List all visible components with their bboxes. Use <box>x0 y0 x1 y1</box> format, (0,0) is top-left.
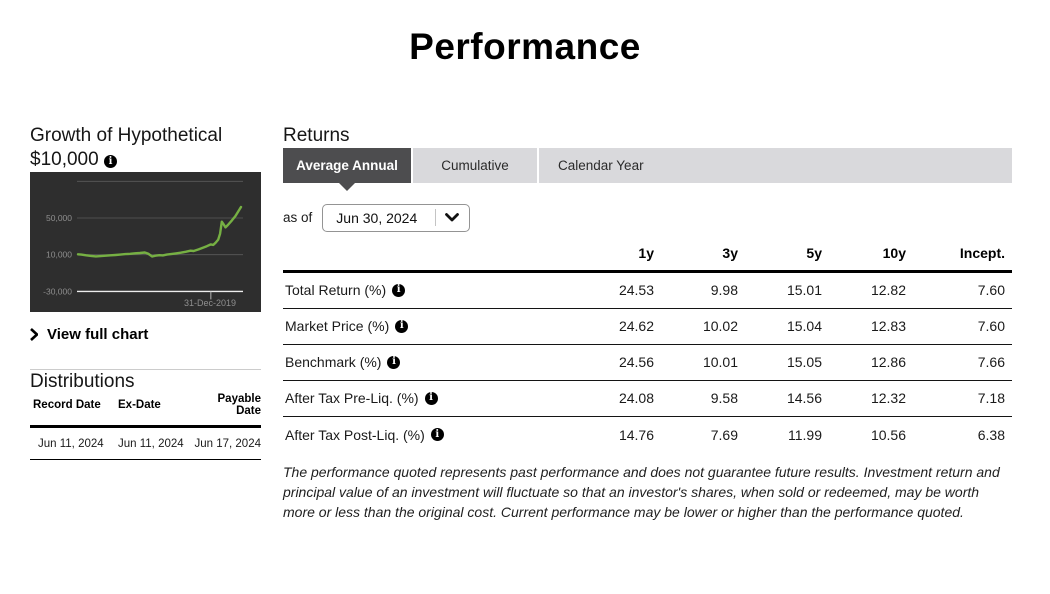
returns-section: Returns Average Annual Cumulative Calendar… <box>283 124 1012 523</box>
return-value-cell: 7.60 <box>977 318 1005 335</box>
return-value-cell: 24.62 <box>618 318 654 335</box>
return-value-cell: 15.04 <box>786 318 822 335</box>
as-of-date-value: Jun 30, 2024 <box>336 209 418 226</box>
returns-table-header: 1y 3y 5y 10y Incept. <box>283 245 1012 273</box>
return-value-cell: 12.83 <box>870 318 906 335</box>
return-row-total-return: Total Return (%) i 24.53 9.98 15.01 12.82 7.60 <box>283 273 1012 309</box>
row-label: After Tax Pre-Liq. (%) i <box>283 390 570 406</box>
dist-column-header-record-date: Record Date <box>30 393 118 429</box>
return-value-cell: 14.76 <box>618 426 654 443</box>
chevron-right-icon <box>30 327 38 341</box>
dist-column-header-payable-date: Payable Date <box>194 393 261 429</box>
section-divider <box>30 368 261 370</box>
return-value-cell: 10.02 <box>702 318 738 335</box>
info-icon[interactable]: i <box>103 155 117 169</box>
distribution-cell: Jun 11, 2024 <box>30 426 118 461</box>
main-content: Growth of Hypothetical $10,000 i 50,000 1… <box>0 124 1050 523</box>
svg-text:50,000: 50,000 <box>46 213 72 223</box>
return-value-cell: 9.98 <box>710 282 738 299</box>
return-value-cell: 7.60 <box>977 282 1005 299</box>
return-value-cell: 7.69 <box>710 426 738 443</box>
tab-average-annual[interactable]: Average Annual <box>283 147 411 191</box>
performance-disclaimer: The performance quoted represents past p… <box>283 463 1000 521</box>
tab-bar-filler <box>669 147 1012 183</box>
return-value-cell: 12.86 <box>870 354 906 371</box>
return-value-cell: 9.58 <box>710 390 738 407</box>
return-value-cell: 24.53 <box>618 282 654 299</box>
column-header-10y: 10y <box>882 244 906 261</box>
svg-text:31-Dec-2019: 31-Dec-2019 <box>184 298 236 308</box>
return-row-market-price: Market Price (%) i 24.62 10.02 15.04 12.83 7.6… <box>283 309 1012 345</box>
as-of-row: as of Jun 30, 2024 <box>283 203 1012 232</box>
svg-text:-30,000: -30,000 <box>43 286 72 296</box>
return-row-after-tax-post-liq: After Tax Post-Liq. (%) i 14.76 7.69 11.99 10… <box>283 417 1012 453</box>
as-of-label: as of <box>283 210 313 226</box>
return-value-cell: 7.66 <box>977 354 1005 371</box>
return-value-cell: 24.08 <box>618 390 654 407</box>
row-label-text: After Tax Pre-Liq. (%) <box>285 390 419 407</box>
dropdown-separator <box>435 209 437 227</box>
returns-tab-bar: Average Annual Cumulative Calendar Year <box>283 147 1012 191</box>
info-icon[interactable]: i <box>424 391 438 405</box>
view-full-chart-link[interactable]: View full chart <box>30 326 148 343</box>
row-label: After Tax Post-Liq. (%) i <box>283 427 570 443</box>
distributions-header-row: Record Date Ex-Date Payable Date <box>30 393 261 429</box>
return-value-cell: 24.56 <box>618 354 654 371</box>
distribution-cell: Jun 17, 2024 <box>194 426 261 461</box>
row-label-text: Total Return (%) <box>285 282 387 299</box>
column-header-5y: 5y <box>806 244 822 261</box>
distributions-table: Record Date Ex-Date Payable Date Jun 11, 2… <box>30 393 261 461</box>
left-column: Growth of Hypothetical $10,000 i 50,000 1… <box>30 124 261 523</box>
return-value-cell: 7.18 <box>977 390 1005 407</box>
growth-chart: 50,000 10,000 -30,000 31-Dec-2019 <box>30 171 261 312</box>
return-value-cell: 10.56 <box>870 426 906 443</box>
returns-heading: Returns <box>283 125 350 146</box>
return-value-cell: 12.82 <box>870 282 906 299</box>
chevron-down-icon <box>445 213 460 222</box>
row-label-text: After Tax Post-Liq. (%) <box>285 426 425 443</box>
info-icon[interactable]: i <box>395 319 409 333</box>
return-value-cell: 6.38 <box>977 426 1005 443</box>
return-value-cell: 14.56 <box>786 390 822 407</box>
column-header-3y: 3y <box>722 244 738 261</box>
distribution-row: Jun 11, 2024 Jun 11, 2024 Jun 17, 2024 <box>30 426 261 461</box>
row-label: Total Return (%) i <box>283 282 570 298</box>
growth-sparkline: 50,000 10,000 -30,000 31-Dec-2019 <box>43 180 243 308</box>
dist-column-header-ex-date: Ex-Date <box>118 393 194 429</box>
growth-heading: Growth of Hypothetical $10,000 i <box>30 124 261 172</box>
row-label: Benchmark (%) i <box>283 354 570 370</box>
return-value-cell: 15.01 <box>786 282 822 299</box>
page-title: Performance <box>409 26 641 67</box>
svg-text:10,000: 10,000 <box>46 249 72 259</box>
row-label: Market Price (%) i <box>283 318 570 334</box>
return-value-cell: 11.99 <box>788 426 822 443</box>
info-icon[interactable]: i <box>392 283 406 297</box>
tab-calendar-year[interactable]: Calendar Year <box>539 147 669 183</box>
return-row-after-tax-pre-liq: After Tax Pre-Liq. (%) i 24.08 9.58 14.56 12.… <box>283 381 1012 417</box>
as-of-date-dropdown[interactable]: Jun 30, 2024 <box>322 203 471 232</box>
tab-cumulative[interactable]: Cumulative <box>413 147 537 183</box>
return-value-cell: 12.32 <box>870 390 906 407</box>
row-label-text: Benchmark (%) <box>285 354 382 371</box>
row-label-text: Market Price (%) <box>285 318 390 335</box>
return-value-cell: 15.05 <box>786 354 822 371</box>
distribution-cell: Jun 11, 2024 <box>118 426 194 461</box>
column-header-incept: Incept. <box>959 244 1005 261</box>
info-icon[interactable]: i <box>430 428 444 442</box>
distributions-heading: Distributions <box>30 370 135 392</box>
returns-table: 1y 3y 5y 10y Incept. Total Return (%) i 24.53 9… <box>283 245 1012 453</box>
info-icon[interactable]: i <box>387 355 401 369</box>
return-value-cell: 10.01 <box>702 354 738 371</box>
column-header-1y: 1y <box>638 244 654 261</box>
view-full-chart-label: View full chart <box>47 325 149 343</box>
return-row-benchmark: Benchmark (%) i 24.56 10.01 15.05 12.86 7.66 <box>283 345 1012 381</box>
growth-heading-text: Growth of Hypothetical $10,000 <box>30 125 223 170</box>
